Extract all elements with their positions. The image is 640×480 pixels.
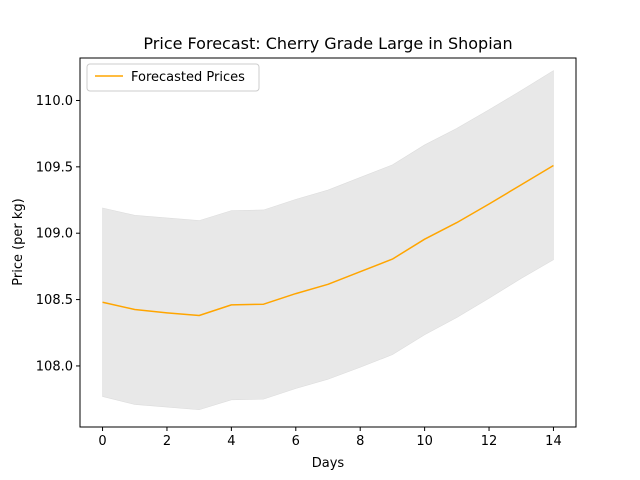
y-tick-label: 109.5 (36, 160, 73, 175)
y-axis: 108.0 108.5 109.0 109.5 110.0 (36, 94, 80, 374)
chart-title: Price Forecast: Cherry Grade Large in Sh… (143, 34, 512, 53)
x-axis-label: Days (312, 456, 345, 471)
y-tick-label: 108.5 (36, 293, 73, 308)
x-axis: 0 2 4 6 8 10 12 14 (98, 427, 562, 449)
y-tick-label: 110.0 (36, 94, 73, 109)
legend-box (86, 63, 260, 92)
y-axis-label: Price (per kg) (11, 198, 26, 286)
confidence-band (102, 70, 554, 411)
series-line-layer (102, 164, 554, 317)
x-tick-label: 6 (292, 434, 300, 449)
x-tick-label: 12 (481, 434, 498, 449)
series-line-forecasted-prices (102, 164, 554, 317)
y-tick-label: 109.0 (36, 227, 73, 242)
x-tick-label: 10 (416, 434, 433, 449)
x-tick-label: 2 (163, 434, 171, 449)
x-tick-label: 8 (356, 434, 364, 449)
confidence-band-layer (102, 70, 554, 411)
y-tick-label: 108.0 (36, 359, 73, 374)
x-tick-label: 14 (545, 434, 562, 449)
legend: Forecasted Prices (86, 63, 260, 92)
x-tick-label: 0 (98, 434, 106, 449)
x-tick-label: 4 (227, 434, 235, 449)
legend-label-forecasted-prices: Forecasted Prices (131, 70, 245, 85)
axes-frame (79, 57, 577, 428)
